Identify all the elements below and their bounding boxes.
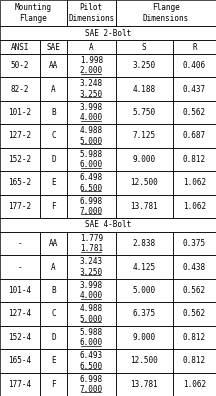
Text: 0.562: 0.562: [183, 310, 206, 318]
Text: 6.000: 6.000: [80, 160, 103, 169]
Text: 6.500: 6.500: [80, 183, 103, 192]
Text: 6.375: 6.375: [133, 310, 156, 318]
Text: 3.250: 3.250: [80, 268, 103, 277]
Text: B: B: [51, 108, 56, 117]
Text: D: D: [51, 333, 56, 342]
Text: R: R: [192, 42, 197, 51]
Text: 13.781: 13.781: [130, 380, 158, 389]
Text: 5.988: 5.988: [80, 328, 103, 337]
Text: 12.500: 12.500: [130, 356, 158, 366]
Text: A: A: [51, 85, 56, 93]
Text: 4.125: 4.125: [133, 263, 156, 272]
Text: AA: AA: [49, 61, 58, 70]
Text: F: F: [51, 202, 56, 211]
Text: 177-2: 177-2: [8, 202, 32, 211]
Text: 0.812: 0.812: [183, 356, 206, 366]
Text: 1.781: 1.781: [80, 244, 103, 253]
Text: 3.250: 3.250: [133, 61, 156, 70]
Text: SAE 4-Bolt: SAE 4-Bolt: [85, 221, 131, 230]
Text: 1.998: 1.998: [80, 56, 103, 65]
Text: 3.998: 3.998: [80, 281, 103, 290]
Text: A: A: [89, 42, 94, 51]
Text: 4.988: 4.988: [80, 305, 103, 313]
Text: 6.998: 6.998: [80, 375, 103, 384]
Text: 101-2: 101-2: [8, 108, 32, 117]
Text: 0.687: 0.687: [183, 131, 206, 141]
Text: 4.188: 4.188: [133, 85, 156, 93]
Text: 7.125: 7.125: [133, 131, 156, 141]
Text: 0.437: 0.437: [183, 85, 206, 93]
Text: -: -: [18, 239, 22, 248]
Text: 6.500: 6.500: [80, 362, 103, 371]
Text: 6.998: 6.998: [80, 197, 103, 206]
Text: F: F: [51, 380, 56, 389]
Text: 5.000: 5.000: [133, 286, 156, 295]
Text: 0.812: 0.812: [183, 155, 206, 164]
Text: S: S: [142, 42, 146, 51]
Text: Flange
Dimensions: Flange Dimensions: [143, 3, 189, 23]
Text: 3.998: 3.998: [80, 103, 103, 112]
Text: E: E: [51, 178, 56, 187]
Text: AA: AA: [49, 239, 58, 248]
Text: 82-2: 82-2: [11, 85, 29, 93]
Text: 9.000: 9.000: [133, 155, 156, 164]
Text: 4.000: 4.000: [80, 291, 103, 300]
Text: 0.375: 0.375: [183, 239, 206, 248]
Text: 0.562: 0.562: [183, 286, 206, 295]
Text: 4.000: 4.000: [80, 113, 103, 122]
Text: 1.062: 1.062: [183, 178, 206, 187]
Text: 0.812: 0.812: [183, 333, 206, 342]
Text: 50-2: 50-2: [11, 61, 29, 70]
Text: 6.498: 6.498: [80, 173, 103, 182]
Text: 6.493: 6.493: [80, 351, 103, 360]
Text: Pilot
Dimensions: Pilot Dimensions: [68, 3, 114, 23]
Text: 177-4: 177-4: [8, 380, 32, 389]
Text: 9.000: 9.000: [133, 333, 156, 342]
Text: C: C: [51, 310, 56, 318]
Text: A: A: [51, 263, 56, 272]
Text: 1.062: 1.062: [183, 202, 206, 211]
Text: 1.779: 1.779: [80, 234, 103, 243]
Text: D: D: [51, 155, 56, 164]
Text: 6.000: 6.000: [80, 338, 103, 347]
Text: 13.781: 13.781: [130, 202, 158, 211]
Text: 2.000: 2.000: [80, 67, 103, 75]
Text: 165-4: 165-4: [8, 356, 32, 366]
Text: 0.406: 0.406: [183, 61, 206, 70]
Text: E: E: [51, 356, 56, 366]
Text: 0.438: 0.438: [183, 263, 206, 272]
Text: 7.000: 7.000: [80, 207, 103, 216]
Text: 1.062: 1.062: [183, 380, 206, 389]
Text: 12.500: 12.500: [130, 178, 158, 187]
Text: 127-2: 127-2: [8, 131, 32, 141]
Text: -: -: [18, 263, 22, 272]
Text: SAE: SAE: [46, 42, 60, 51]
Text: 7.000: 7.000: [80, 385, 103, 394]
Text: 5.000: 5.000: [80, 315, 103, 324]
Text: 5.750: 5.750: [133, 108, 156, 117]
Text: 101-4: 101-4: [8, 286, 32, 295]
Text: ANSI: ANSI: [11, 42, 29, 51]
Text: 2.838: 2.838: [133, 239, 156, 248]
Text: 3.248: 3.248: [80, 80, 103, 88]
Text: Mounting
Flange: Mounting Flange: [15, 3, 52, 23]
Text: B: B: [51, 286, 56, 295]
Text: 5.000: 5.000: [80, 137, 103, 146]
Text: 152-2: 152-2: [8, 155, 32, 164]
Text: 4.988: 4.988: [80, 126, 103, 135]
Text: 152-4: 152-4: [8, 333, 32, 342]
Text: 0.562: 0.562: [183, 108, 206, 117]
Text: 3.243: 3.243: [80, 257, 103, 267]
Text: 165-2: 165-2: [8, 178, 32, 187]
Text: 3.250: 3.250: [80, 90, 103, 99]
Text: C: C: [51, 131, 56, 141]
Text: 127-4: 127-4: [8, 310, 32, 318]
Text: SAE 2-Bolt: SAE 2-Bolt: [85, 29, 131, 38]
Text: 5.988: 5.988: [80, 150, 103, 159]
